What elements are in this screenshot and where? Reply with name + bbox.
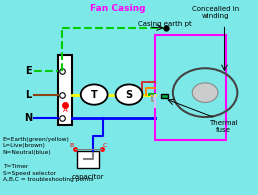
- Circle shape: [116, 84, 142, 105]
- Text: E: E: [25, 66, 32, 76]
- Bar: [77, 151, 99, 168]
- Bar: [155, 35, 226, 140]
- Text: capacitor: capacitor: [72, 174, 104, 180]
- Text: B: B: [70, 143, 74, 148]
- Text: C: C: [103, 143, 107, 148]
- Circle shape: [81, 84, 108, 105]
- Text: A: A: [63, 107, 68, 113]
- Text: Thermal
fuse: Thermal fuse: [209, 120, 238, 133]
- Bar: [161, 94, 168, 98]
- Circle shape: [192, 83, 218, 102]
- Text: Fan Casing: Fan Casing: [90, 4, 145, 13]
- Text: E=Earth(green/yellow)
L=Live(brown)
N=Neutral(blue)

T=Timer
S=Speed selector
A,: E=Earth(green/yellow) L=Live(brown) N=Ne…: [3, 136, 93, 182]
- Text: S: S: [125, 90, 133, 100]
- Text: N: N: [24, 113, 33, 123]
- Bar: [58, 55, 72, 125]
- Text: Casing earth pt: Casing earth pt: [138, 21, 192, 27]
- Text: T: T: [91, 90, 98, 100]
- Text: L: L: [25, 90, 31, 100]
- Text: Concealled in
winding: Concealled in winding: [192, 6, 239, 19]
